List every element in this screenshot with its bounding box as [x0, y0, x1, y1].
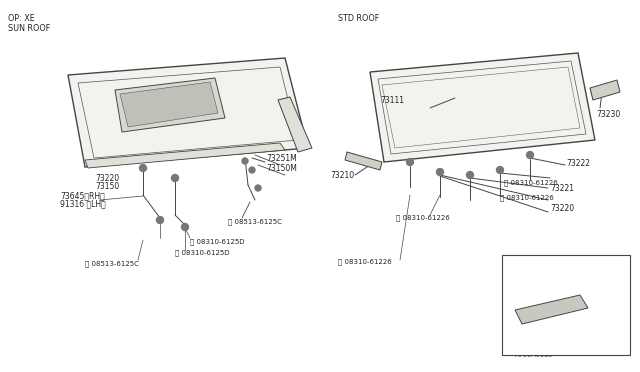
Text: 73251M: 73251M	[530, 336, 561, 344]
Text: Ⓢ 08513-6125C: Ⓢ 08513-6125C	[228, 219, 282, 225]
Text: Ⓢ 08310-6125D: Ⓢ 08310-6125D	[175, 250, 230, 256]
Text: A730A0113: A730A0113	[515, 352, 553, 358]
Text: 73111: 73111	[380, 96, 404, 105]
Text: Ⓢ 08310-61226: Ⓢ 08310-61226	[500, 195, 554, 201]
Circle shape	[172, 174, 179, 182]
Text: STD ROOF: STD ROOF	[338, 13, 380, 22]
FancyBboxPatch shape	[502, 255, 630, 355]
Text: Ⓢ 08310-6125D: Ⓢ 08310-6125D	[190, 239, 244, 245]
Polygon shape	[85, 143, 285, 168]
Circle shape	[140, 164, 147, 171]
Text: 73220: 73220	[550, 203, 574, 212]
Text: 73222: 73222	[566, 158, 590, 167]
Text: 73645〈RH〉: 73645〈RH〉	[60, 192, 105, 201]
Circle shape	[182, 224, 189, 231]
Text: Ⓢ 08310-61226: Ⓢ 08310-61226	[396, 215, 450, 221]
Text: 73150M: 73150M	[266, 164, 297, 173]
Text: 73150: 73150	[95, 182, 119, 190]
Circle shape	[242, 158, 248, 164]
Polygon shape	[120, 82, 218, 127]
Text: 73221: 73221	[550, 183, 574, 192]
Text: 91316 〈LH〉: 91316 〈LH〉	[60, 199, 106, 208]
Text: Ⓢ 08310-61226: Ⓢ 08310-61226	[504, 180, 557, 186]
Circle shape	[157, 217, 163, 224]
Polygon shape	[345, 152, 382, 170]
Text: 73111: 73111	[148, 99, 172, 108]
Text: Ⓢ 08310-61226: Ⓢ 08310-61226	[338, 259, 392, 265]
Polygon shape	[515, 295, 588, 324]
Text: OP: XE: OP: XE	[8, 13, 35, 22]
Text: 73251M: 73251M	[266, 154, 297, 163]
Circle shape	[467, 171, 474, 179]
Text: Ⓢ 08513-6125C: Ⓢ 08513-6125C	[85, 261, 139, 267]
Text: 73210: 73210	[330, 170, 354, 180]
Polygon shape	[590, 80, 620, 100]
Text: SUN ROOF: SUN ROOF	[8, 23, 51, 32]
Polygon shape	[370, 53, 595, 162]
Text: 73220: 73220	[95, 173, 119, 183]
Circle shape	[527, 151, 534, 158]
Polygon shape	[115, 78, 225, 132]
Polygon shape	[68, 58, 308, 167]
Text: 73230: 73230	[596, 109, 620, 119]
Circle shape	[255, 185, 261, 191]
Circle shape	[406, 158, 413, 166]
Circle shape	[249, 167, 255, 173]
Polygon shape	[278, 97, 312, 152]
Circle shape	[436, 169, 444, 176]
Circle shape	[497, 167, 504, 173]
